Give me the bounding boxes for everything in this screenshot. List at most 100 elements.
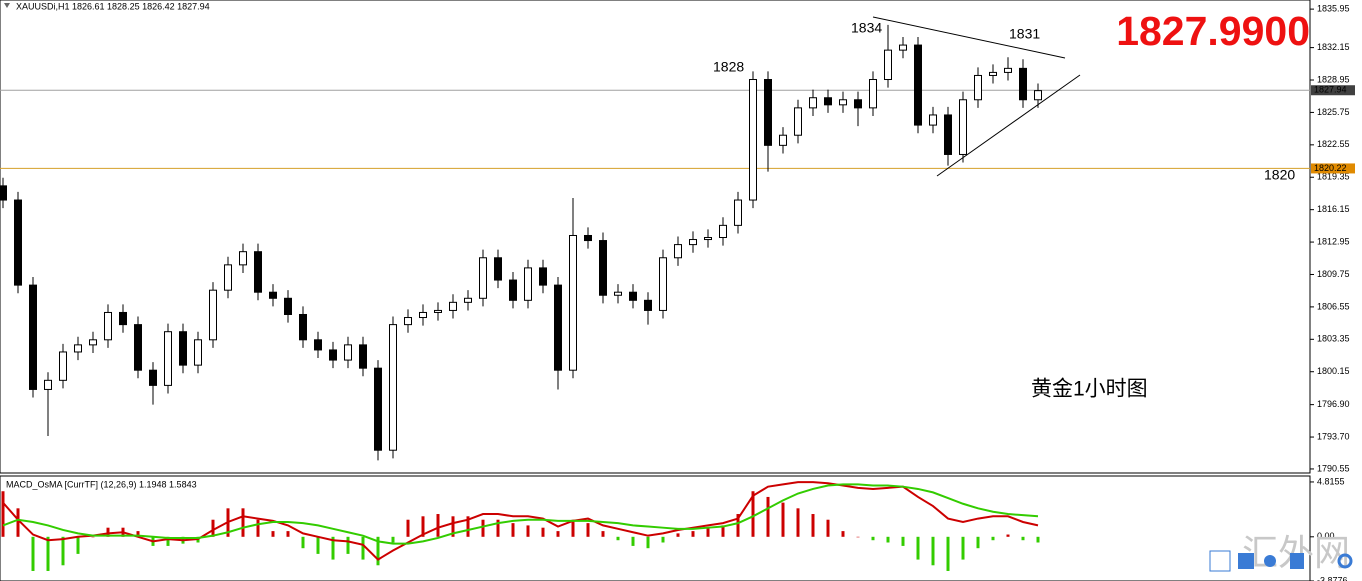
candle-body <box>659 257 667 311</box>
trend-line <box>872 16 1066 59</box>
annotation: 1828 <box>713 59 744 75</box>
toolbar-button[interactable] <box>1209 550 1231 572</box>
histogram-bar <box>1 491 5 537</box>
histogram-bar <box>766 496 770 537</box>
candle-body <box>359 344 367 369</box>
header: XAUUSDi,H1 1826.61 1828.25 1826.42 1827.… <box>16 1 210 11</box>
histogram-bar <box>346 536 350 554</box>
y-tick-label: 1803.35 <box>1317 334 1350 344</box>
histogram-bar <box>886 536 890 543</box>
candle-body <box>644 299 652 311</box>
candle-body <box>179 331 187 366</box>
candle-body <box>1019 67 1027 101</box>
candle-body <box>614 291 622 296</box>
histogram-bar <box>241 508 245 537</box>
histogram-bar <box>946 536 950 571</box>
candle-body <box>224 264 232 291</box>
price-tag <box>1311 163 1355 174</box>
histogram-bar <box>916 536 920 560</box>
histogram-bar <box>751 491 755 537</box>
candle-body <box>419 311 427 319</box>
candle-body <box>554 284 562 371</box>
candle-body <box>134 324 142 371</box>
histogram-bar <box>421 516 425 537</box>
candle-body <box>629 291 637 301</box>
price-label: 1827.9900 <box>1116 8 1310 54</box>
histogram-bar <box>376 536 380 566</box>
histogram-bar <box>841 531 845 537</box>
histogram-bar <box>16 508 20 537</box>
histogram-bar <box>496 519 500 537</box>
histogram-bar <box>721 525 725 537</box>
candle-body <box>599 240 607 296</box>
candle-body <box>854 99 862 109</box>
histogram-bar <box>211 519 215 537</box>
histogram-bar <box>631 536 635 546</box>
histogram-bar <box>136 531 140 537</box>
histogram-bar <box>556 531 560 537</box>
macd-line <box>2 483 1039 545</box>
annotation: 黄金1小时图 <box>1031 378 1148 401</box>
candle-body <box>449 301 457 311</box>
candle-body <box>974 74 982 101</box>
candle-body <box>779 134 787 146</box>
histogram-bar <box>961 536 965 560</box>
candle-body <box>119 311 127 326</box>
y-tick-label: 1809.75 <box>1317 269 1350 279</box>
candle-body <box>884 49 892 81</box>
candle-body <box>314 339 322 351</box>
histogram-bar <box>856 536 860 538</box>
candle-body <box>944 114 952 155</box>
macd-title: MACD_OsMA [CurrTF] (12,26,9) 1.1948 1.58… <box>6 479 197 489</box>
histogram-bar <box>781 502 785 537</box>
macd-panel <box>0 475 1311 581</box>
histogram-bar <box>451 516 455 537</box>
candle-body <box>389 324 397 451</box>
candle-body <box>329 349 337 361</box>
toolbar-button[interactable] <box>1238 553 1254 569</box>
histogram-bar <box>1036 536 1040 543</box>
histogram-bar <box>271 531 275 537</box>
candle-body <box>284 297 292 315</box>
candle-body <box>434 309 442 313</box>
histogram-bar <box>826 519 830 537</box>
y-tick-label: 1812.95 <box>1317 236 1350 246</box>
price-tag <box>1311 85 1355 96</box>
candle-body <box>794 107 802 136</box>
candle-body <box>14 199 22 286</box>
histogram-bar <box>871 536 875 541</box>
candle-body <box>839 99 847 106</box>
candle-body <box>254 251 262 293</box>
candle-body <box>734 199 742 226</box>
candle-body <box>689 239 697 246</box>
candle-body <box>869 79 877 109</box>
histogram-bar <box>31 536 35 571</box>
histogram-bar <box>46 536 50 571</box>
y-tick-label: 1828.95 <box>1317 74 1350 84</box>
y-tick-label: 1816.15 <box>1317 204 1350 214</box>
toolbar-button[interactable] <box>1264 555 1276 567</box>
histogram-bar <box>106 527 110 537</box>
histogram-bar <box>91 536 95 538</box>
candle-body <box>1034 90 1042 101</box>
y-tick-label: -3.8776 <box>1317 575 1348 581</box>
histogram-bar <box>706 527 710 537</box>
y-tick-label: 1819.35 <box>1317 172 1350 182</box>
y-tick-label: 1825.75 <box>1317 107 1350 117</box>
histogram-bar <box>991 536 995 541</box>
candle-body <box>209 289 217 341</box>
candle-body <box>404 317 412 326</box>
macd-line <box>2 481 1039 561</box>
candle-body <box>809 97 817 109</box>
histogram-bar <box>481 519 485 537</box>
histogram-bar <box>526 525 530 537</box>
toolbar-button[interactable] <box>1337 553 1353 569</box>
candle-body <box>929 114 937 126</box>
histogram-bar <box>361 536 365 560</box>
y-tick-label: 1832.15 <box>1317 42 1350 52</box>
histogram-bar <box>76 536 80 554</box>
y-tick-label: 1796.90 <box>1317 399 1350 409</box>
price-tag-label: 1820.22 <box>1314 163 1347 173</box>
toolbar-button[interactable] <box>1290 553 1304 569</box>
candle-body <box>539 267 547 286</box>
